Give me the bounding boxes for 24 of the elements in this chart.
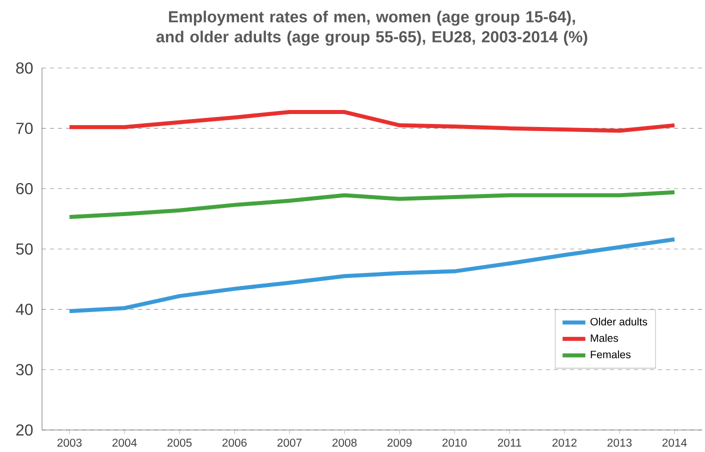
y-tick-label: 80 xyxy=(16,62,33,74)
y-tick-label: 50 xyxy=(16,243,33,255)
chart-title: Employment rates of men, women (age group 15-64), and older adults (age group 55-65), EU28, 2003-2014 (%) xyxy=(156,10,588,46)
x-tick-label: 2006 xyxy=(222,438,247,447)
y-tick-label: 30 xyxy=(16,364,33,376)
y-tick-label: 40 xyxy=(16,304,33,315)
x-tick-label: 2009 xyxy=(387,438,412,447)
x-tick-label: 2005 xyxy=(167,438,192,447)
x-tick-label: 2008 xyxy=(332,438,357,447)
x-tick-label: 2004 xyxy=(112,438,137,447)
x-tick-label: 2007 xyxy=(277,438,302,447)
x-tick-label: 2012 xyxy=(552,438,577,447)
y-tick-label: 60 xyxy=(16,182,33,194)
x-tick-label: 2003 xyxy=(57,438,82,447)
legend-label: Males xyxy=(590,334,618,342)
x-tick-label: 2013 xyxy=(607,438,632,447)
x-tick-label: 2011 xyxy=(498,438,522,447)
line-series xyxy=(68,110,677,133)
x-tick-label: 2014 xyxy=(662,438,687,447)
legend-label: Females xyxy=(590,350,631,358)
x-tick-label: 2010 xyxy=(442,438,467,447)
legend-label: Older adults xyxy=(590,318,648,326)
y-tick-label: 20 xyxy=(16,424,33,436)
y-tick-label: 70 xyxy=(16,122,33,134)
